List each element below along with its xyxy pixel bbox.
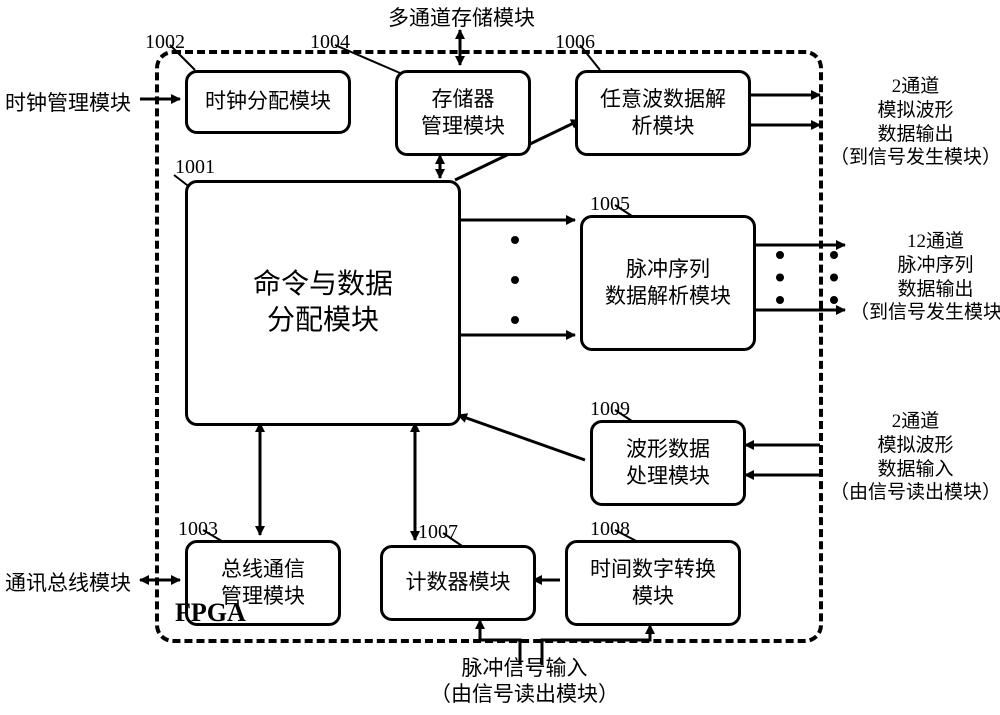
id-label-1009: 1009 — [590, 397, 630, 422]
id-label-1006: 1006 — [555, 30, 595, 55]
node-1008: 时间数字转换 模块 — [565, 540, 741, 626]
ext-label-clock_mgmt: 时钟管理模块 — [5, 90, 131, 116]
id-label-1002: 1002 — [145, 30, 185, 55]
vdots — [511, 276, 519, 284]
vdots — [511, 236, 519, 244]
ext-label-storage: 多通道存储模块 — [388, 5, 535, 31]
node-1002: 时钟分配模块 — [185, 70, 351, 134]
node-1005: 脉冲序列 数据解析模块 — [580, 215, 756, 351]
arrow-1009-to-1001 — [458, 415, 585, 460]
vdots — [511, 316, 519, 324]
fpga-label: FPGA — [175, 597, 246, 630]
node-1005-label: 脉冲序列 数据解析模块 — [605, 256, 731, 311]
ext-label-bus: 通讯总线模块 — [5, 570, 131, 596]
ext-label-out12ch: 12通道 脉冲序列 数据输出 （到信号发生模块） — [850, 230, 1000, 325]
vdots — [830, 251, 838, 259]
node-1004: 存储器 管理模块 — [395, 70, 531, 156]
node-1004-label: 存储器 管理模块 — [421, 86, 505, 141]
vdots — [776, 296, 784, 304]
ext-label-out2ch: 2通道 模拟波形 数据输出 （到信号发生模块） — [830, 75, 1000, 170]
node-1009: 波形数据 处理模块 — [590, 420, 746, 506]
ext-label-in2ch: 2通道 模拟波形 数据输入 （由信号读出模块） — [830, 410, 1000, 505]
id-label-1001: 1001 — [175, 155, 215, 180]
node-1002-label: 时钟分配模块 — [205, 88, 331, 115]
node-1008-label: 时间数字转换 模块 — [590, 556, 716, 611]
node-1001-label: 命令与数据 分配模块 — [253, 267, 393, 340]
vdots — [830, 296, 838, 304]
node-1007-label: 计数器模块 — [406, 569, 511, 596]
id-label-1007: 1007 — [418, 520, 458, 545]
id-label-1005: 1005 — [590, 192, 630, 217]
id-label-1003: 1003 — [178, 517, 218, 542]
id-label-1008: 1008 — [590, 517, 630, 542]
ext-label-pulse_in: 脉冲信号输入 （由信号读出模块） — [430, 655, 619, 708]
node-1009-label: 波形数据 处理模块 — [626, 436, 710, 491]
node-1006: 任意波数据解 析模块 — [575, 70, 751, 156]
vdots — [830, 274, 838, 282]
id-label-1004: 1004 — [310, 30, 350, 55]
node-1001: 命令与数据 分配模块 — [185, 180, 461, 426]
vdots — [776, 274, 784, 282]
node-1007: 计数器模块 — [380, 545, 536, 621]
node-1006-label: 任意波数据解 析模块 — [600, 86, 726, 141]
vdots — [776, 251, 784, 259]
